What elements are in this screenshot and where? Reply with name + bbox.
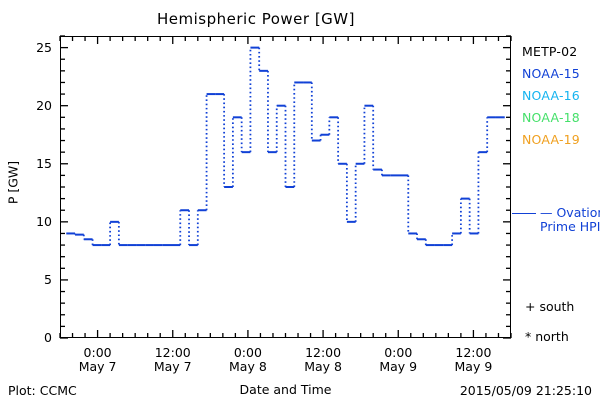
south-marker-note: + south (525, 299, 575, 314)
north-marker-note: * north (525, 329, 569, 344)
x-tick-date: May 7 (78, 359, 117, 374)
x-tick-label: 0:00 May 7 (58, 346, 138, 374)
y-tick-label: 20 (36, 97, 52, 113)
x-tick-label: 12:00 May 9 (433, 346, 513, 374)
ovation-legend-dash (512, 213, 536, 214)
x-tick-label: 0:00 May 9 (358, 346, 438, 374)
y-tick-label: 0 (44, 330, 52, 345)
x-tick-label: 12:00 May 7 (133, 346, 213, 374)
x-tick-date: May 7 (153, 359, 192, 374)
plot-source-label: Plot: CCMC (8, 383, 77, 398)
x-tick-label: 0:00 May 8 (208, 346, 288, 374)
y-tick-label: 15 (36, 155, 52, 171)
legend-item-noaa-16: NOAA-16 (522, 88, 580, 103)
x-tick-time: 12:00 (154, 345, 191, 360)
legend-item-noaa-19: NOAA-19 (522, 132, 580, 147)
ovation-legend-line1: — Ovation (540, 205, 600, 220)
x-tick-date: May 9 (379, 359, 418, 374)
x-tick-time: 0:00 (83, 345, 112, 360)
x-axis-label: Date and Time (239, 382, 332, 397)
legend-item-noaa-15: NOAA-15 (522, 66, 580, 81)
x-tick-date: May 8 (229, 359, 267, 374)
ovation-legend-line2: Prime HPI (540, 219, 600, 234)
x-tick-time: 12:00 (305, 345, 342, 360)
y-tick-label: 25 (36, 39, 52, 55)
axis-ticks (59, 35, 512, 339)
plot-timestamp: 2015/05/09 21:25:10 (459, 383, 592, 398)
x-tick-date: May 9 (454, 359, 493, 374)
x-tick-time: 0:00 (233, 345, 262, 360)
x-tick-date: May 8 (304, 359, 342, 374)
legend-item-noaa-18: NOAA-18 (522, 110, 580, 125)
y-tick-label: 10 (36, 213, 52, 229)
x-tick-label: 12:00 May 8 (283, 346, 363, 374)
y-tick-label: 5 (44, 271, 52, 287)
series-0 (66, 46, 505, 247)
x-tick-time: 0:00 (384, 345, 413, 360)
legend-item-metp-02: METP-02 (522, 44, 578, 59)
ovation-legend-label: — Ovation Prime HPI (540, 206, 600, 234)
data-series-group (66, 46, 505, 247)
chart-title: Hemispheric Power [GW] (157, 10, 355, 28)
x-tick-time: 12:00 (455, 345, 492, 360)
